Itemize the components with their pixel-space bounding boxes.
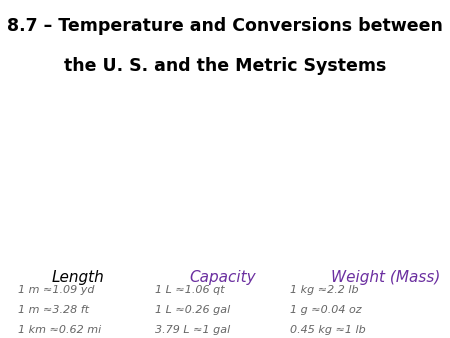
Text: 1 km ≈0.62 mi: 1 km ≈0.62 mi: [18, 325, 101, 335]
Text: 1 L ≈1.06 qt: 1 L ≈1.06 qt: [155, 285, 225, 295]
Text: 1 kg ≈2.2 lb: 1 kg ≈2.2 lb: [290, 285, 359, 295]
Text: 0.45 kg ≈1 lb: 0.45 kg ≈1 lb: [290, 325, 366, 335]
Text: 1 m ≈3.28 ft: 1 m ≈3.28 ft: [18, 305, 89, 315]
Text: Length: Length: [52, 270, 104, 285]
Text: 1 g ≈0.04 oz: 1 g ≈0.04 oz: [290, 305, 362, 315]
Text: the U. S. and the Metric Systems: the U. S. and the Metric Systems: [64, 57, 386, 75]
Text: Capacity: Capacity: [189, 270, 256, 285]
Text: Weight (Mass): Weight (Mass): [331, 270, 440, 285]
Text: 3.79 L ≈1 gal: 3.79 L ≈1 gal: [155, 325, 230, 335]
Text: 1 L ≈0.26 gal: 1 L ≈0.26 gal: [155, 305, 230, 315]
Text: 8.7 – Temperature and Conversions between: 8.7 – Temperature and Conversions betwee…: [7, 17, 443, 34]
Text: 1 m ≈1.09 yd: 1 m ≈1.09 yd: [18, 285, 94, 295]
